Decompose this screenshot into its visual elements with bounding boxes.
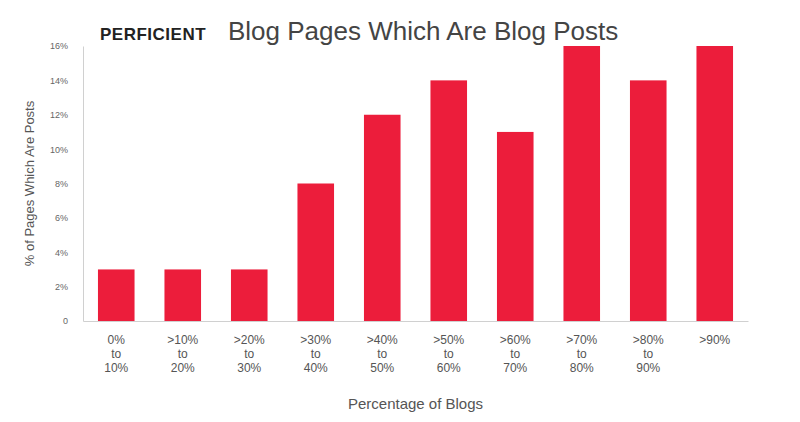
bars <box>98 46 733 321</box>
x-axis-title: Percentage of Blogs <box>348 395 483 412</box>
x-tick: >80%to90% <box>633 321 664 375</box>
x-tick: >10%to20% <box>167 321 198 375</box>
x-tick-label: >10%to20% <box>167 333 198 376</box>
bar <box>98 269 135 321</box>
bar <box>563 46 600 321</box>
logo: PERFICIENT <box>100 25 206 44</box>
x-tick: >30%to40% <box>300 321 331 375</box>
x-tick-label: >70%to80% <box>566 333 597 376</box>
x-tick-label: 0%to10% <box>104 333 128 376</box>
y-axis-line <box>83 47 84 322</box>
y-tick: 2% <box>55 282 83 292</box>
x-tick: >20%to30% <box>234 321 265 375</box>
x-tick-label: >90% <box>699 333 730 347</box>
y-tick: 16% <box>50 41 83 51</box>
y-tick-label: 16% <box>50 41 68 51</box>
bar <box>297 184 334 322</box>
y-tick-label: 4% <box>55 248 68 258</box>
y-tick-label: 0 <box>63 316 68 326</box>
y-axis-title: % of Pages Which Are Posts <box>22 100 37 266</box>
y-tick-label: 8% <box>55 179 68 189</box>
x-tick-label: >80%to90% <box>633 333 664 376</box>
x-tick: >70%to80% <box>566 321 597 375</box>
y-tick-label: 14% <box>50 76 68 86</box>
y-tick: 8% <box>55 179 83 189</box>
x-tick-label: >50%to60% <box>433 333 464 376</box>
x-tick: 0%to10% <box>104 321 128 375</box>
x-tick-label: >40%to50% <box>367 333 398 376</box>
x-tick: >90% <box>699 321 730 347</box>
x-axis: 0%to10% >10%to20% >20%to30% >30%to40% >40%to… <box>84 321 749 375</box>
y-tick: 4% <box>55 248 83 258</box>
y-tick-label: 6% <box>55 213 68 223</box>
title: Blog Pages Which Are Blog Posts <box>228 16 618 46</box>
x-tick-label: >30%to40% <box>300 333 331 376</box>
x-tick: >60%to70% <box>500 321 531 375</box>
y-tick: 6% <box>55 213 83 223</box>
x-tick-label: >60%to70% <box>500 333 531 376</box>
y-axis: 0 2% 4% 6% 8% 10% 12% 14% 16% <box>50 41 84 326</box>
bar <box>164 269 201 321</box>
y-tick-label: 12% <box>50 110 68 120</box>
y-tick: 12% <box>50 110 83 120</box>
x-tick: >40%to50% <box>367 321 398 375</box>
y-tick-label: 2% <box>55 282 68 292</box>
bar <box>630 80 667 321</box>
bar <box>364 115 401 321</box>
bar <box>430 80 467 321</box>
y-tick-label: 10% <box>50 145 68 155</box>
bar <box>696 46 733 321</box>
y-tick: 10% <box>50 145 83 155</box>
bar <box>231 269 268 321</box>
x-axis-line <box>84 321 749 322</box>
y-tick: 14% <box>50 76 83 86</box>
bar <box>497 132 534 321</box>
chart: PERFICIENT Blog Pages Which Are Blog Post… <box>0 0 800 422</box>
x-tick: >50%to60% <box>433 321 464 375</box>
x-tick-label: >20%to30% <box>234 333 265 376</box>
y-tick: 0 <box>63 316 83 326</box>
